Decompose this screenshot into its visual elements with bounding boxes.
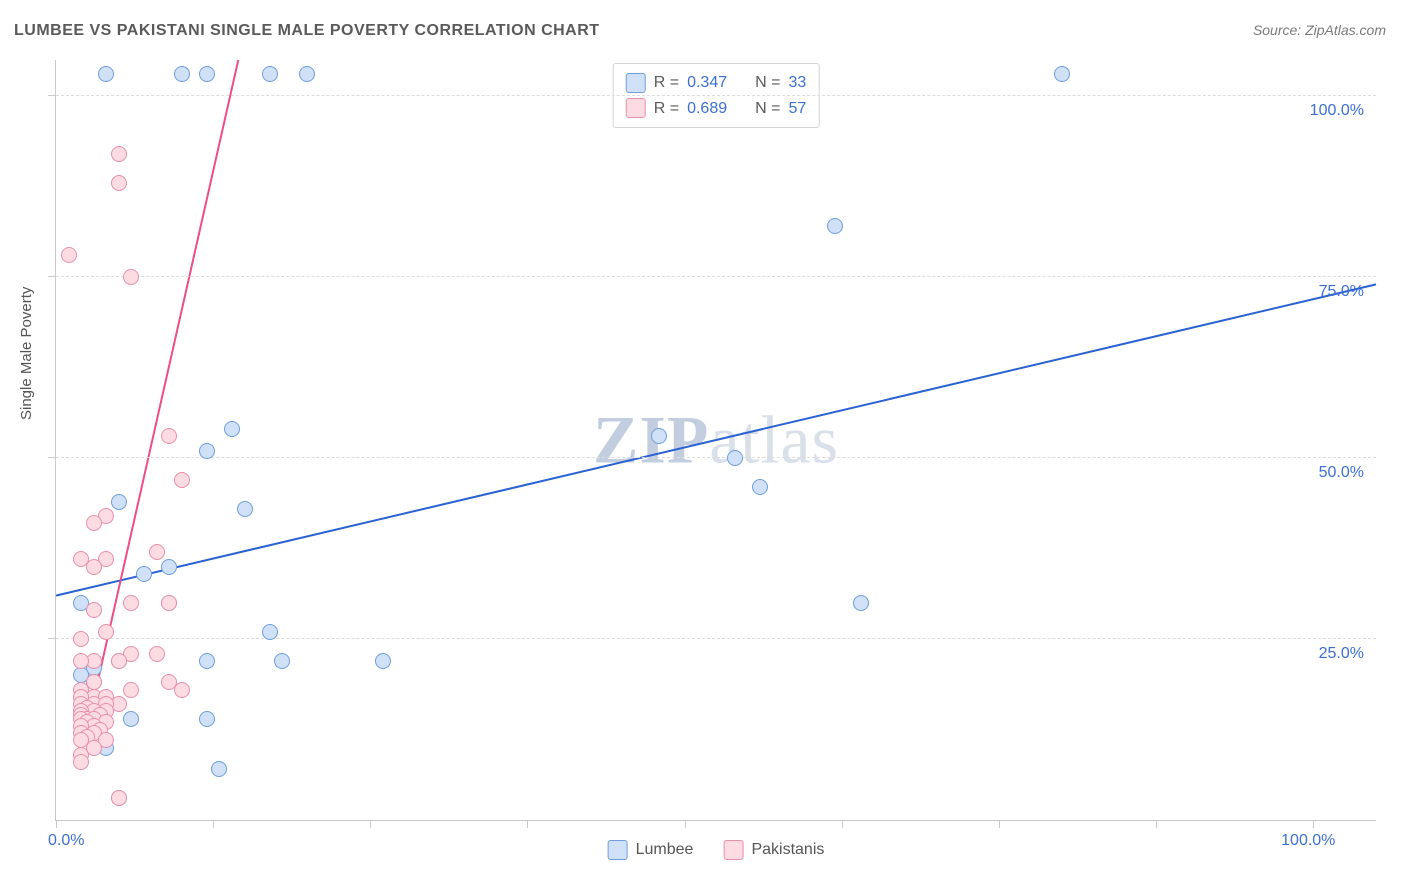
- data-point: [86, 559, 102, 575]
- data-point: [262, 624, 278, 640]
- data-point: [199, 653, 215, 669]
- data-point: [211, 761, 227, 777]
- data-point: [123, 269, 139, 285]
- data-point: [98, 624, 114, 640]
- tick-y: [48, 276, 56, 277]
- data-point: [161, 595, 177, 611]
- x-axis-value: 0.0%: [48, 832, 84, 850]
- data-point: [111, 494, 127, 510]
- data-point: [727, 450, 743, 466]
- data-point: [123, 595, 139, 611]
- data-point: [237, 501, 253, 517]
- legend-r-label: R =: [654, 96, 679, 122]
- data-point: [199, 443, 215, 459]
- legend-r-value: 0.347: [687, 70, 727, 96]
- data-point: [827, 218, 843, 234]
- trend-lines-layer: [56, 60, 1376, 820]
- data-point: [111, 175, 127, 191]
- tick-x: [56, 820, 57, 828]
- data-point: [224, 421, 240, 437]
- data-point: [86, 602, 102, 618]
- tick-x: [213, 820, 214, 828]
- data-point: [174, 66, 190, 82]
- data-point: [651, 428, 667, 444]
- data-point: [149, 544, 165, 560]
- data-point: [274, 653, 290, 669]
- legend-r-label: R =: [654, 70, 679, 96]
- data-point: [73, 653, 89, 669]
- legend-row: R = 0.689 N = 57: [626, 96, 807, 122]
- tick-x: [842, 820, 843, 828]
- data-point: [199, 711, 215, 727]
- data-point: [73, 754, 89, 770]
- tick-x: [1156, 820, 1157, 828]
- legend-series-name: Pakistanis: [751, 841, 824, 859]
- data-point: [262, 66, 278, 82]
- data-point: [61, 247, 77, 263]
- legend-series-name: Lumbee: [636, 841, 694, 859]
- data-point: [123, 682, 139, 698]
- legend-n-label: N =: [755, 96, 780, 122]
- data-point: [853, 595, 869, 611]
- trend-line: [56, 284, 1376, 595]
- gridline-h: [56, 276, 1376, 277]
- legend-item: Pakistanis: [723, 840, 824, 860]
- data-point: [1054, 66, 1070, 82]
- data-point: [136, 566, 152, 582]
- gridline-h: [56, 457, 1376, 458]
- data-point: [299, 66, 315, 82]
- y-axis-value: 25.0%: [1319, 645, 1364, 663]
- data-point: [375, 653, 391, 669]
- legend-item: Lumbee: [608, 840, 694, 860]
- gridline-h: [56, 638, 1376, 639]
- tick-x: [999, 820, 1000, 828]
- tick-x: [685, 820, 686, 828]
- data-point: [111, 146, 127, 162]
- tick-x: [1313, 820, 1314, 828]
- legend-swatch: [608, 840, 628, 860]
- legend-n-label: N =: [755, 70, 780, 96]
- tick-y: [48, 95, 56, 96]
- legend-row: R = 0.347 N = 33: [626, 70, 807, 96]
- tick-x: [527, 820, 528, 828]
- tick-y: [48, 457, 56, 458]
- y-axis-value: 50.0%: [1319, 464, 1364, 482]
- data-point: [123, 711, 139, 727]
- data-point: [149, 646, 165, 662]
- y-axis-value: 75.0%: [1319, 283, 1364, 301]
- data-point: [174, 682, 190, 698]
- data-point: [111, 653, 127, 669]
- chart-title: LUMBEE VS PAKISTANI SINGLE MALE POVERTY …: [14, 22, 600, 40]
- data-point: [161, 559, 177, 575]
- tick-x: [370, 820, 371, 828]
- data-point: [86, 740, 102, 756]
- y-axis-label: Single Male Poverty: [18, 287, 35, 420]
- data-point: [86, 515, 102, 531]
- x-axis-value: 100.0%: [1281, 832, 1335, 850]
- tick-y: [48, 638, 56, 639]
- data-point: [174, 472, 190, 488]
- legend-n-value: 57: [788, 96, 806, 122]
- data-point: [73, 631, 89, 647]
- data-point: [199, 66, 215, 82]
- legend-swatch: [626, 73, 646, 93]
- source-attribution: Source: ZipAtlas.com: [1253, 22, 1386, 38]
- legend-n-value: 33: [788, 70, 806, 96]
- data-point: [111, 790, 127, 806]
- data-point: [98, 66, 114, 82]
- gridline-h: [56, 95, 1376, 96]
- data-point: [161, 428, 177, 444]
- y-axis-value: 100.0%: [1310, 102, 1364, 120]
- scatter-plot-area: ZIPatlas R = 0.347N = 33R = 0.689N = 57 …: [55, 60, 1376, 821]
- series-legend: Lumbee Pakistanis: [608, 840, 825, 860]
- data-point: [752, 479, 768, 495]
- legend-swatch: [626, 98, 646, 118]
- legend-swatch: [723, 840, 743, 860]
- legend-r-value: 0.689: [687, 96, 727, 122]
